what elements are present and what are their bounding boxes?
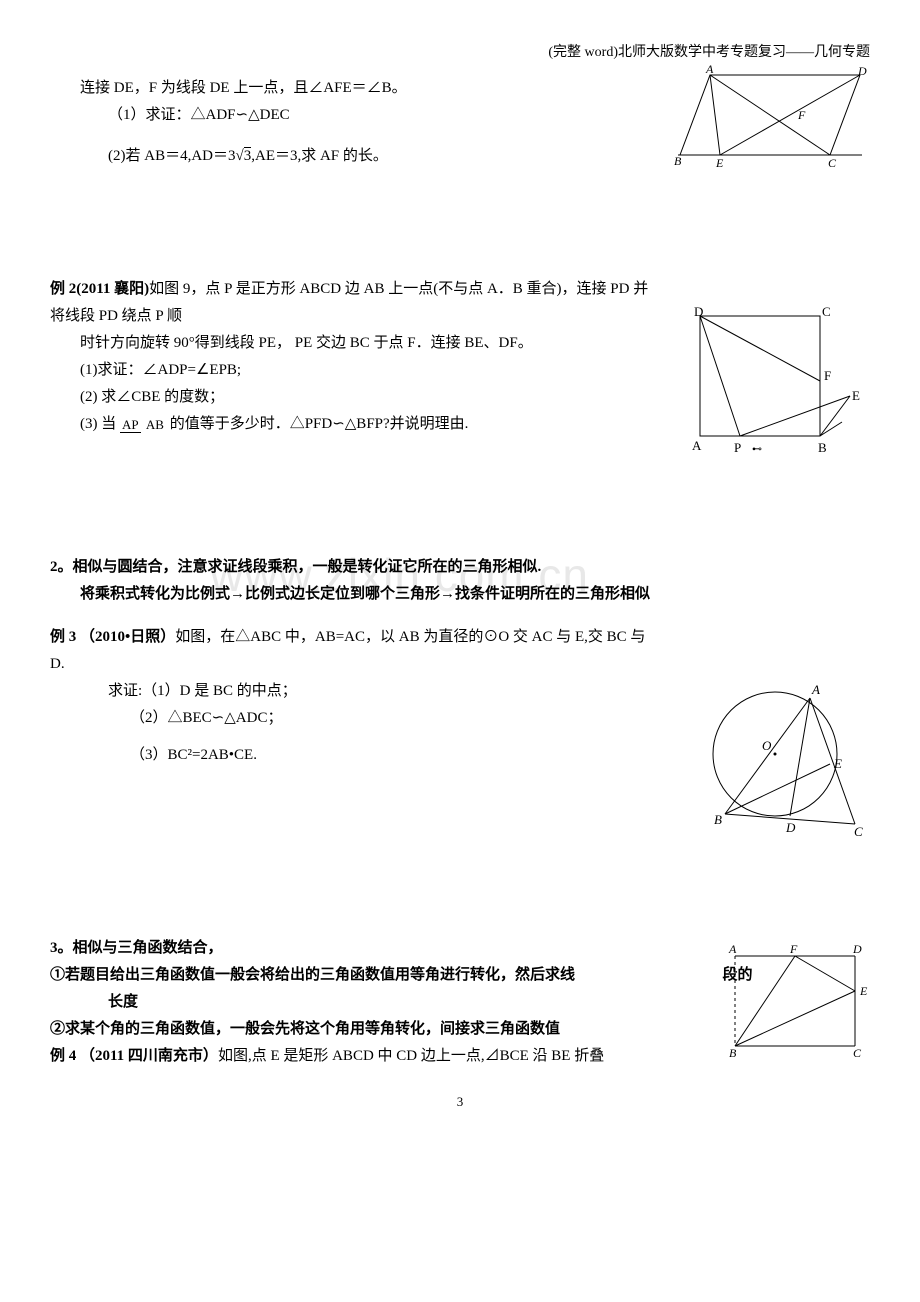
ex2-line2: 时针方向旋转 90°得到线段 PE， PE 交边 BC 于点 F．连接 BE、D… <box>50 330 650 357</box>
svg-text:C: C <box>854 824 863 839</box>
svg-text:B: B <box>818 440 827 455</box>
ex3-line1: 例 3 （2010•日照）如图，在△ABC 中，AB=AC，以 AB 为直径的⊙… <box>50 624 650 678</box>
p1-l3b: ,AE＝3,求 AF 的长。 <box>251 148 388 164</box>
svg-text:B: B <box>674 154 682 168</box>
section-2: www.zixin.com.cn 2。相似与圆结合，注意求证线段乘积，一般是转化… <box>50 554 870 608</box>
svg-text:F: F <box>789 942 798 956</box>
problem-1: 连接 DE，F 为线段 DE 上一点，且∠AFE＝∠B。 （1）求证：△ADF∽… <box>50 75 870 170</box>
svg-text:E: E <box>833 756 842 771</box>
sqrt-icon: √ <box>236 143 244 170</box>
svg-text:D: D <box>694 306 703 319</box>
ex4-title: 例 4 （2011 四川南充市） <box>50 1048 218 1064</box>
h2-line1: 2。相似与圆结合，注意求证线段乘积，一般是转化证它所在的三角形相似. <box>50 554 870 581</box>
ex3-line3: （2）△BEC∽△ADC； <box>50 705 650 732</box>
p1-line1: 连接 DE，F 为线段 DE 上一点，且∠AFE＝∠B。 <box>50 75 650 102</box>
example-2: 例 2(2011 襄阳)如图 9，点 P 是正方形 ABCD 边 AB 上一点(… <box>50 276 870 438</box>
figure-parallelogram: A D B C E F <box>670 65 870 175</box>
h2-line2: 将乘积式转化为比例式→比例式边长定位到哪个三角形→找条件证明所在的三角形相似 <box>50 581 870 608</box>
ex2-line3: (1)求证：∠ADP=∠EPB; <box>50 357 650 384</box>
svg-text:C: C <box>822 306 831 319</box>
svg-text:A: A <box>692 438 702 453</box>
ex2-title: 例 2(2011 襄阳) <box>50 281 149 297</box>
svg-text:C: C <box>853 1046 862 1060</box>
svg-text:F: F <box>797 108 806 122</box>
svg-text:D: D <box>852 942 862 956</box>
fig4-svg: A F D E B C <box>720 941 870 1061</box>
fig2-svg: D C A B P E F ⊷ <box>680 306 870 466</box>
svg-text:P: P <box>734 440 741 455</box>
p1-line3: (2)若 AB＝4,AD＝3√3,AE＝3,求 AF 的长。 <box>50 143 650 170</box>
svg-text:C: C <box>828 156 837 170</box>
fraction-ap-ab: AP AB <box>120 418 166 432</box>
page-number: 3 <box>50 1090 870 1113</box>
svg-text:E: E <box>859 984 868 998</box>
example-3: 例 3 （2010•日照）如图，在△ABC 中，AB=AC，以 AB 为直径的⊙… <box>50 624 870 769</box>
svg-text:A: A <box>811 682 820 697</box>
ex3-line2: 求证:（1）D 是 BC 的中点； <box>50 678 650 705</box>
svg-text:B: B <box>714 812 722 827</box>
svg-text:A: A <box>728 942 737 956</box>
ex3-title: 例 3 （2010•日照） <box>50 629 175 645</box>
section-3: 3。相似与三角函数结合， ①若题目给出三角函数值一般会将给出的三角函数值用等角进… <box>50 935 870 1070</box>
figure-rectangle-fold: A F D E B C <box>720 941 870 1061</box>
ex2-line5: (3) 当 AP AB 的值等于多少时．△PFD∽△BFP?并说明理由. <box>50 411 650 438</box>
figure-square-rotation: D C A B P E F ⊷ <box>680 306 870 466</box>
page-header: (完整 word)北师大版数学中考专题复习——几何专题 <box>50 40 870 65</box>
fig1-svg: A D B C E F <box>670 65 870 175</box>
ex3-line4: （3）BC²=2AB•CE. <box>50 742 650 769</box>
ex2-line1: 例 2(2011 襄阳)如图 9，点 P 是正方形 ABCD 边 AB 上一点(… <box>50 276 650 330</box>
svg-text:E: E <box>852 388 860 403</box>
svg-text:D: D <box>857 65 867 78</box>
svg-text:⊷: ⊷ <box>752 444 762 455</box>
p1-l3a: (2)若 AB＝4,AD＝3 <box>108 148 236 164</box>
svg-text:F: F <box>824 368 831 383</box>
p1-line2: （1）求证：△ADF∽△DEC <box>50 102 650 129</box>
svg-text:E: E <box>715 156 724 170</box>
fig3-svg: A B C D E O <box>700 674 870 844</box>
svg-text:O: O <box>762 738 772 753</box>
ex2-line4: (2) 求∠CBE 的度数； <box>50 384 650 411</box>
svg-text:A: A <box>705 65 714 76</box>
svg-text:D: D <box>785 820 796 835</box>
figure-circle-triangle: A B C D E O <box>700 674 870 844</box>
svg-text:B: B <box>729 1046 737 1060</box>
